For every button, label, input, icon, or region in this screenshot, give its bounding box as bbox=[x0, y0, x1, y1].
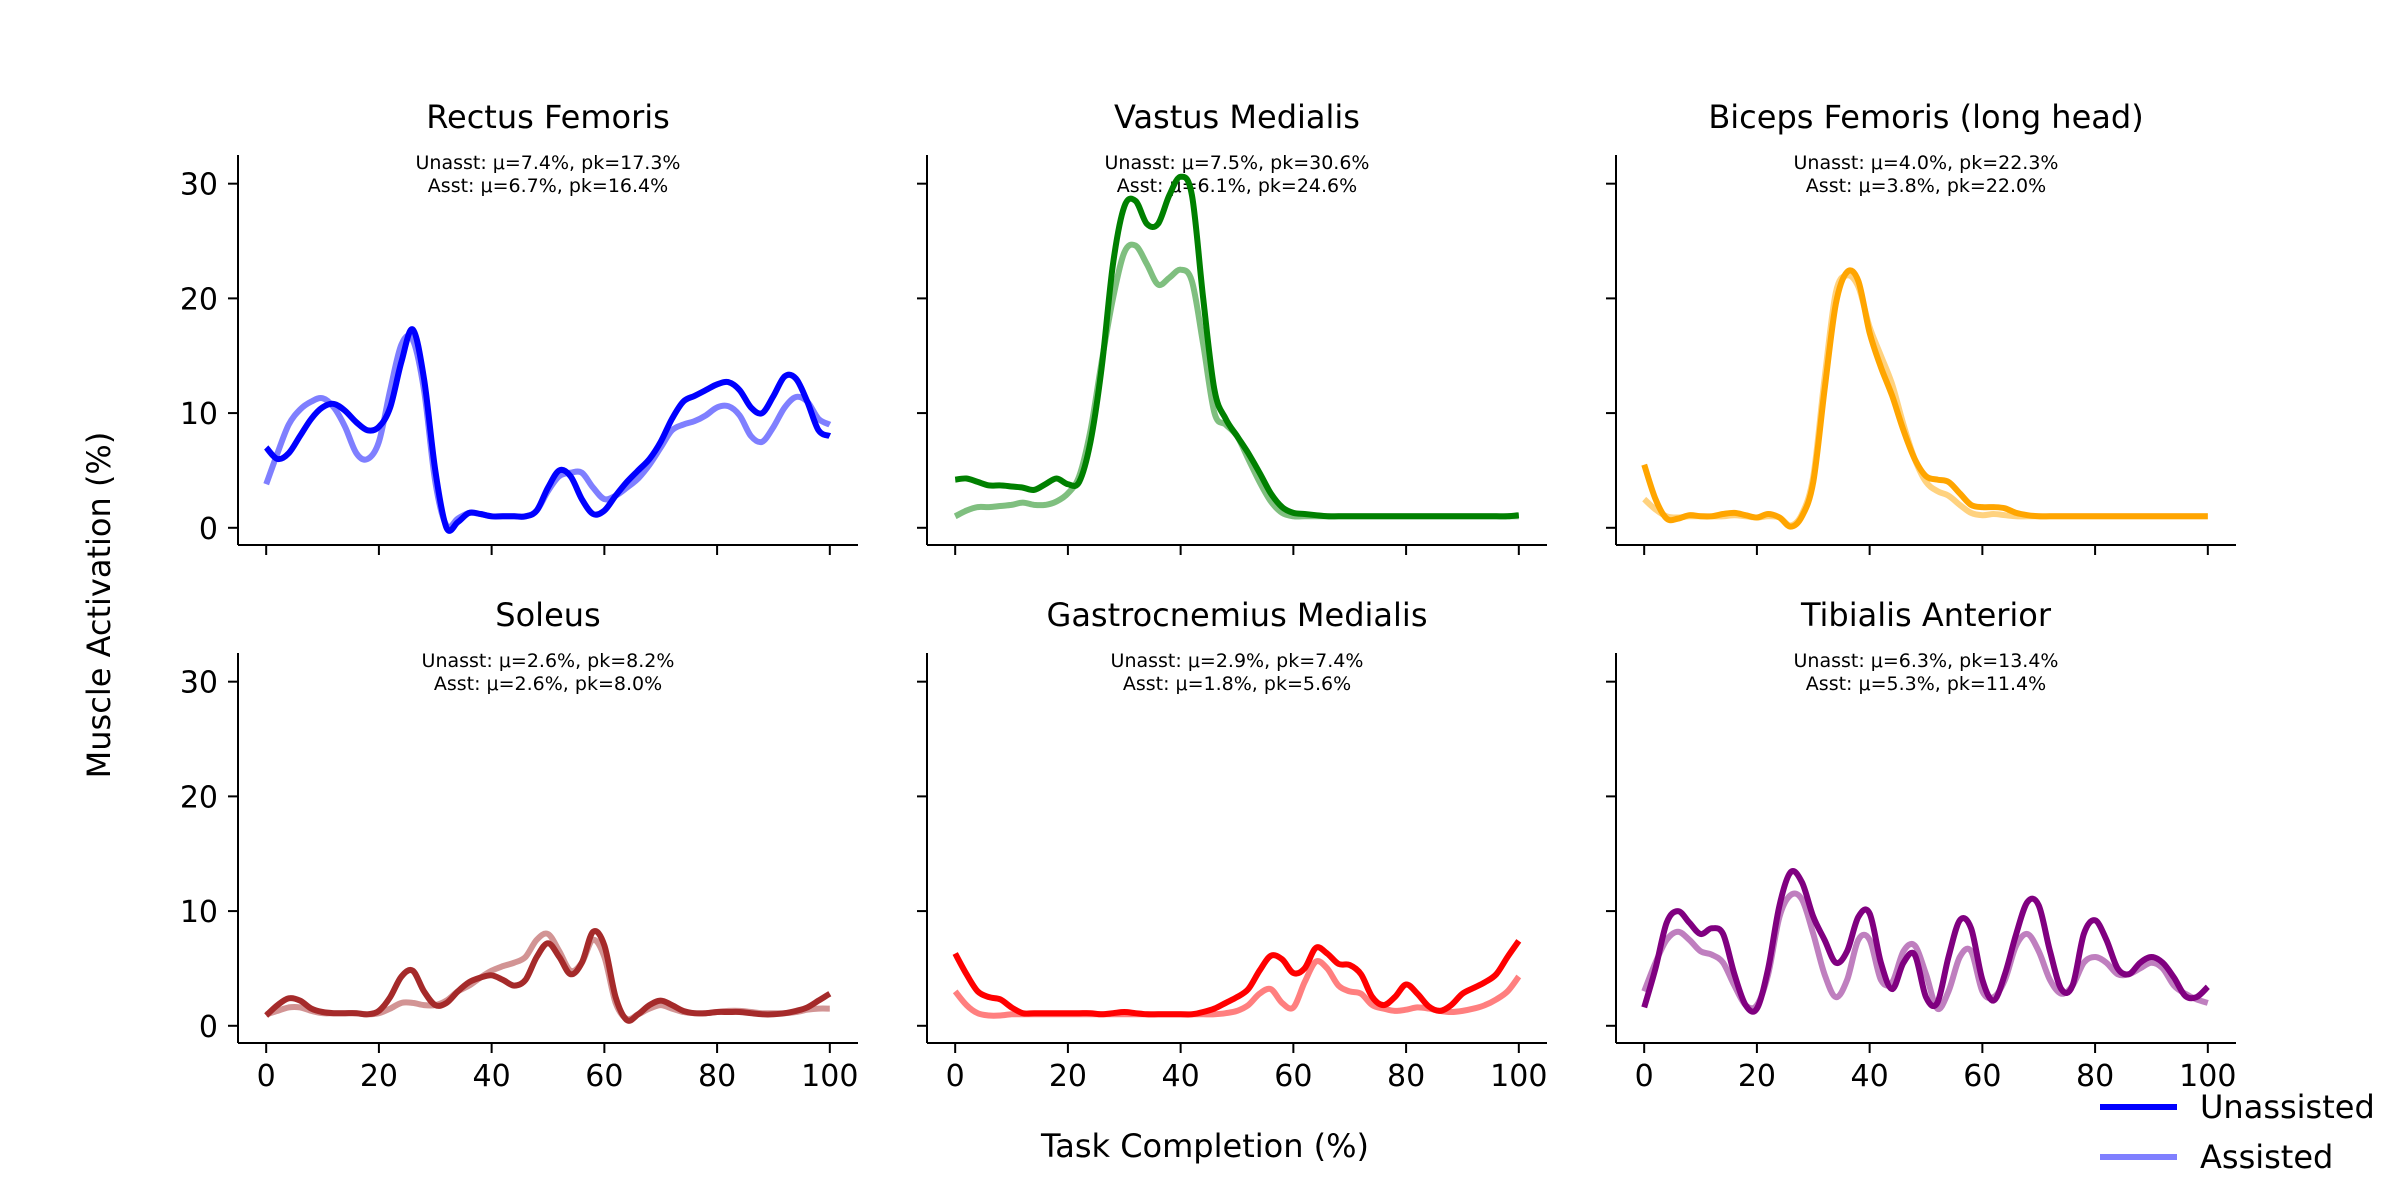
subplot-title: Tibialis Anterior bbox=[1800, 596, 2052, 634]
y-tick-label: 0 bbox=[199, 1010, 218, 1045]
x-tick-label: 40 bbox=[1162, 1059, 1200, 1094]
series-line-assisted bbox=[263, 332, 832, 531]
y-axis-label: Muscle Activation (%) bbox=[80, 432, 118, 779]
legend: Unassisted Assisted bbox=[2100, 1088, 2375, 1176]
y-tick-label: 30 bbox=[180, 666, 218, 701]
subplot-4: Soleus Unasst: μ=2.6%, pk=8.2%Asst: μ=2.6… bbox=[180, 596, 859, 1094]
subplot-1: Rectus Femoris Unasst: μ=7.4%, pk=17.3%As… bbox=[180, 98, 858, 555]
x-tick-label: 100 bbox=[2179, 1059, 2236, 1094]
x-tick-label: 60 bbox=[1274, 1059, 1312, 1094]
x-tick-label: 60 bbox=[1963, 1059, 2001, 1094]
y-tick-label: 30 bbox=[180, 168, 218, 203]
y-tick-label: 20 bbox=[180, 780, 218, 815]
x-tick-label: 100 bbox=[1490, 1059, 1547, 1094]
legend-label-assisted: Assisted bbox=[2200, 1138, 2333, 1176]
series-line-assisted bbox=[1642, 272, 2208, 529]
series-line-unassisted bbox=[1641, 868, 2210, 1015]
x-tick-label: 0 bbox=[257, 1059, 276, 1094]
subplot-stats-line: Asst: μ=1.8%, pk=5.6% bbox=[1123, 673, 1351, 695]
subplot-stats-line: Unasst: μ=4.0%, pk=22.3% bbox=[1794, 152, 2059, 174]
x-tick-label: 80 bbox=[698, 1059, 736, 1094]
subplot-stats-line: Unasst: μ=2.9%, pk=7.4% bbox=[1111, 650, 1364, 672]
series-line-unassisted bbox=[954, 173, 1520, 520]
y-tick-label: 0 bbox=[199, 512, 218, 547]
y-tick-label: 10 bbox=[180, 895, 218, 930]
subplot-title: Vastus Medialis bbox=[1114, 98, 1360, 136]
subplot-stats-line: Asst: μ=6.1%, pk=24.6% bbox=[1117, 175, 1357, 197]
subplot-title: Gastrocnemius Medialis bbox=[1047, 596, 1428, 634]
x-tick-label: 0 bbox=[1635, 1059, 1654, 1094]
subplot-stats-line: Unasst: μ=7.5%, pk=30.6% bbox=[1105, 152, 1370, 174]
subplot-3: Biceps Femoris (long head) Unasst: μ=4.0%… bbox=[1606, 98, 2236, 555]
series-line-assisted bbox=[265, 930, 830, 1023]
y-tick-label: 10 bbox=[180, 397, 218, 432]
series-line-unassisted bbox=[263, 326, 832, 534]
x-tick-label: 0 bbox=[946, 1059, 965, 1094]
x-axis-label: Task Completion (%) bbox=[1040, 1127, 1369, 1165]
x-tick-label: 20 bbox=[360, 1059, 398, 1094]
subplot-stats-line: Unasst: μ=2.6%, pk=8.2% bbox=[422, 650, 675, 672]
subplot-stats-line: Unasst: μ=7.4%, pk=17.3% bbox=[416, 152, 681, 174]
x-tick-label: 80 bbox=[1387, 1059, 1425, 1094]
x-tick-label: 60 bbox=[585, 1059, 623, 1094]
subplot-title: Biceps Femoris (long head) bbox=[1708, 98, 2143, 136]
subplot-stats-line: Asst: μ=2.6%, pk=8.0% bbox=[434, 673, 662, 695]
subplot-title: Soleus bbox=[495, 596, 600, 634]
subplot-title: Rectus Femoris bbox=[426, 98, 670, 136]
series-line-unassisted bbox=[952, 939, 1522, 1018]
subplot-stats-line: Asst: μ=3.8%, pk=22.0% bbox=[1806, 175, 2046, 197]
legend-label-unassisted: Unassisted bbox=[2200, 1088, 2375, 1126]
x-tick-label: 40 bbox=[1851, 1059, 1889, 1094]
subplot-5: Gastrocnemius Medialis Unasst: μ=2.9%, pk… bbox=[917, 596, 1547, 1094]
x-tick-label: 80 bbox=[2076, 1059, 2114, 1094]
subplot-stats-line: Asst: μ=5.3%, pk=11.4% bbox=[1806, 673, 2046, 695]
series-line-unassisted bbox=[264, 928, 832, 1024]
series-line-assisted bbox=[953, 241, 1519, 520]
subplot-stats-line: Asst: μ=6.7%, pk=16.4% bbox=[428, 175, 668, 197]
series-line-unassisted bbox=[1641, 267, 2208, 530]
x-tick-label: 100 bbox=[801, 1059, 858, 1094]
subplot-2: Vastus Medialis Unasst: μ=7.5%, pk=30.6%A… bbox=[917, 98, 1547, 555]
x-tick-label: 20 bbox=[1049, 1059, 1087, 1094]
subplot-6: Tibialis Anterior Unasst: μ=6.3%, pk=13.4… bbox=[1606, 596, 2236, 1094]
subplot-stats-line: Unasst: μ=6.3%, pk=13.4% bbox=[1794, 650, 2059, 672]
x-tick-label: 40 bbox=[473, 1059, 511, 1094]
x-tick-label: 20 bbox=[1738, 1059, 1776, 1094]
y-tick-label: 20 bbox=[180, 282, 218, 317]
